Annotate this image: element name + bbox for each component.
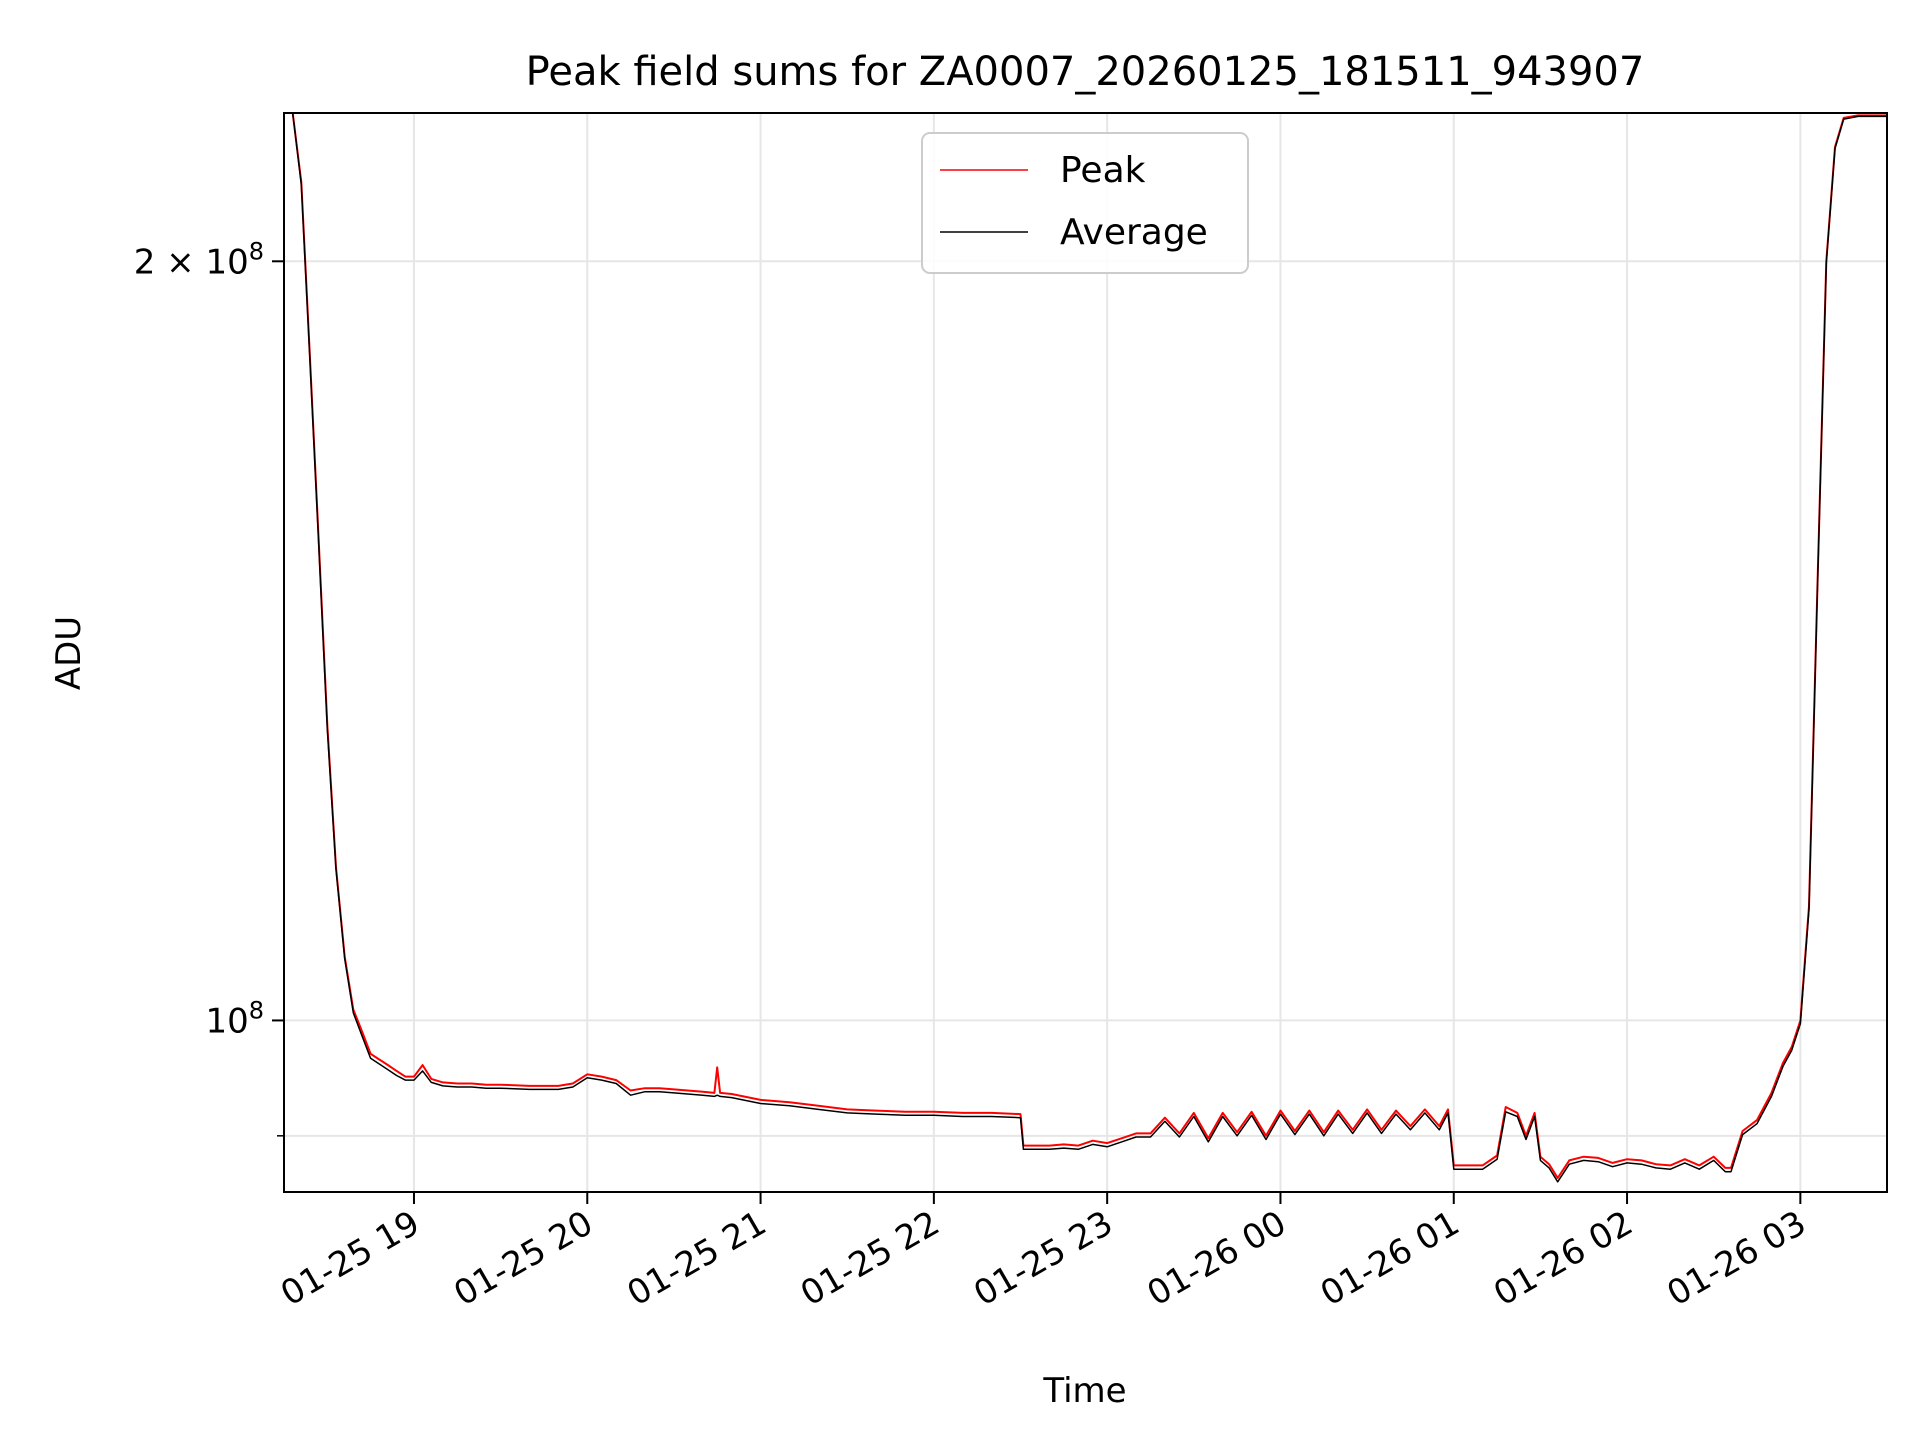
y-axis-label: ADU: [49, 616, 89, 690]
x-axis-label: Time: [1042, 1371, 1126, 1411]
y-axis-ticks: 108 2 × 108: [134, 237, 284, 1137]
legend-average-label: Average: [1060, 212, 1208, 253]
plot-series: [284, 113, 1887, 1183]
legend: Peak Average: [921, 132, 1249, 274]
plot-frame: [283, 112, 1888, 1193]
legend-peak-label: Peak: [1060, 150, 1146, 191]
y-tick-label: 2 × 108: [134, 237, 264, 282]
y-tick-label: 108: [205, 996, 264, 1041]
chart-title: Peak field sums for ZA0007_20260125_1815…: [526, 49, 1645, 95]
series-line-average: [284, 113, 1887, 1183]
legend-box: [921, 132, 1249, 274]
series-line-peak: [284, 113, 1887, 1179]
